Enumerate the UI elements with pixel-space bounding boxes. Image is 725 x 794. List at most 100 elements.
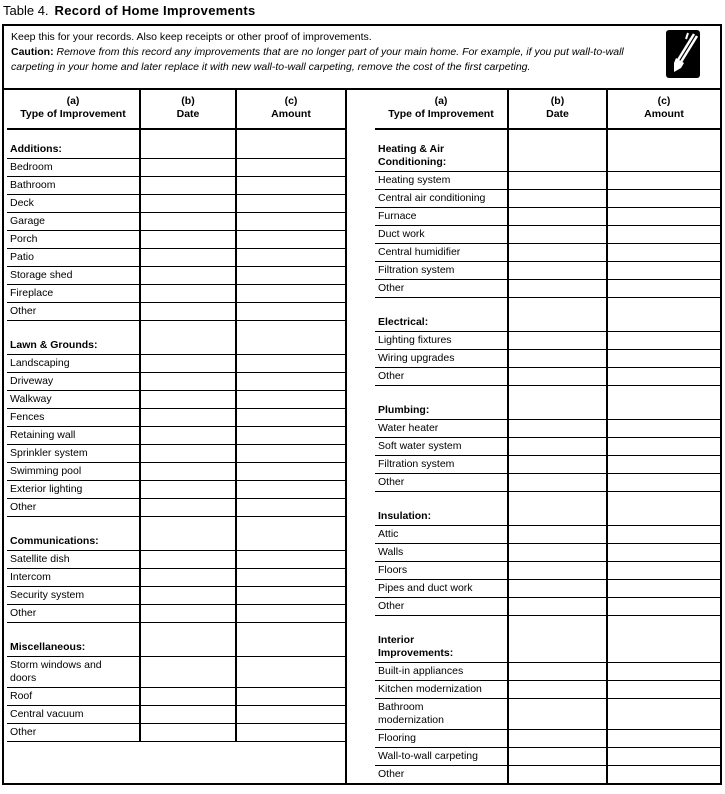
- date-cell[interactable]: [507, 580, 606, 597]
- amount-cell[interactable]: [235, 499, 345, 516]
- date-cell[interactable]: [507, 332, 606, 349]
- amount-cell[interactable]: [606, 244, 720, 261]
- amount-cell[interactable]: [606, 130, 720, 171]
- amount-cell[interactable]: [606, 681, 720, 698]
- date-cell[interactable]: [139, 373, 235, 390]
- amount-cell[interactable]: [606, 280, 720, 297]
- date-cell[interactable]: [139, 481, 235, 498]
- amount-cell[interactable]: [235, 285, 345, 302]
- amount-cell[interactable]: [235, 463, 345, 480]
- amount-cell[interactable]: [606, 298, 720, 331]
- date-cell[interactable]: [507, 438, 606, 455]
- date-cell[interactable]: [507, 526, 606, 543]
- date-cell[interactable]: [507, 130, 606, 171]
- date-cell[interactable]: [507, 562, 606, 579]
- date-cell[interactable]: [507, 244, 606, 261]
- amount-cell[interactable]: [606, 663, 720, 680]
- amount-cell[interactable]: [235, 321, 345, 354]
- date-cell[interactable]: [139, 130, 235, 158]
- amount-cell[interactable]: [606, 262, 720, 279]
- date-cell[interactable]: [507, 368, 606, 385]
- amount-cell[interactable]: [235, 195, 345, 212]
- amount-cell[interactable]: [606, 474, 720, 491]
- amount-cell[interactable]: [235, 623, 345, 656]
- amount-cell[interactable]: [235, 391, 345, 408]
- date-cell[interactable]: [139, 427, 235, 444]
- amount-cell[interactable]: [606, 766, 720, 783]
- date-cell[interactable]: [507, 190, 606, 207]
- amount-cell[interactable]: [235, 587, 345, 604]
- date-cell[interactable]: [507, 544, 606, 561]
- date-cell[interactable]: [507, 172, 606, 189]
- date-cell[interactable]: [139, 285, 235, 302]
- date-cell[interactable]: [507, 350, 606, 367]
- amount-cell[interactable]: [606, 172, 720, 189]
- amount-cell[interactable]: [235, 303, 345, 320]
- amount-cell[interactable]: [606, 438, 720, 455]
- amount-cell[interactable]: [606, 730, 720, 747]
- date-cell[interactable]: [139, 623, 235, 656]
- date-cell[interactable]: [507, 474, 606, 491]
- amount-cell[interactable]: [235, 605, 345, 622]
- date-cell[interactable]: [507, 616, 606, 662]
- amount-cell[interactable]: [235, 213, 345, 230]
- date-cell[interactable]: [507, 280, 606, 297]
- amount-cell[interactable]: [606, 598, 720, 615]
- date-cell[interactable]: [139, 355, 235, 372]
- amount-cell[interactable]: [235, 427, 345, 444]
- date-cell[interactable]: [507, 262, 606, 279]
- amount-cell[interactable]: [235, 409, 345, 426]
- date-cell[interactable]: [139, 605, 235, 622]
- amount-cell[interactable]: [235, 551, 345, 568]
- amount-cell[interactable]: [606, 386, 720, 419]
- amount-cell[interactable]: [606, 190, 720, 207]
- date-cell[interactable]: [139, 688, 235, 705]
- amount-cell[interactable]: [235, 569, 345, 586]
- date-cell[interactable]: [507, 766, 606, 783]
- amount-cell[interactable]: [235, 481, 345, 498]
- date-cell[interactable]: [139, 724, 235, 741]
- amount-cell[interactable]: [235, 373, 345, 390]
- date-cell[interactable]: [139, 657, 235, 687]
- date-cell[interactable]: [507, 226, 606, 243]
- date-cell[interactable]: [139, 517, 235, 550]
- amount-cell[interactable]: [235, 130, 345, 158]
- date-cell[interactable]: [139, 706, 235, 723]
- date-cell[interactable]: [139, 391, 235, 408]
- amount-cell[interactable]: [606, 420, 720, 437]
- date-cell[interactable]: [139, 409, 235, 426]
- amount-cell[interactable]: [235, 159, 345, 176]
- amount-cell[interactable]: [235, 177, 345, 194]
- date-cell[interactable]: [139, 499, 235, 516]
- amount-cell[interactable]: [606, 368, 720, 385]
- amount-cell[interactable]: [606, 350, 720, 367]
- amount-cell[interactable]: [606, 226, 720, 243]
- date-cell[interactable]: [139, 213, 235, 230]
- amount-cell[interactable]: [235, 657, 345, 687]
- amount-cell[interactable]: [235, 249, 345, 266]
- date-cell[interactable]: [507, 386, 606, 419]
- date-cell[interactable]: [139, 195, 235, 212]
- amount-cell[interactable]: [606, 544, 720, 561]
- date-cell[interactable]: [139, 445, 235, 462]
- amount-cell[interactable]: [606, 332, 720, 349]
- amount-cell[interactable]: [235, 706, 345, 723]
- date-cell[interactable]: [507, 420, 606, 437]
- amount-cell[interactable]: [606, 492, 720, 525]
- date-cell[interactable]: [507, 598, 606, 615]
- date-cell[interactable]: [139, 231, 235, 248]
- date-cell[interactable]: [507, 730, 606, 747]
- amount-cell[interactable]: [606, 580, 720, 597]
- amount-cell[interactable]: [606, 748, 720, 765]
- date-cell[interactable]: [507, 748, 606, 765]
- amount-cell[interactable]: [606, 699, 720, 729]
- date-cell[interactable]: [507, 456, 606, 473]
- date-cell[interactable]: [507, 208, 606, 225]
- date-cell[interactable]: [139, 177, 235, 194]
- date-cell[interactable]: [139, 569, 235, 586]
- amount-cell[interactable]: [235, 355, 345, 372]
- amount-cell[interactable]: [235, 724, 345, 741]
- date-cell[interactable]: [507, 663, 606, 680]
- date-cell[interactable]: [139, 587, 235, 604]
- amount-cell[interactable]: [235, 231, 345, 248]
